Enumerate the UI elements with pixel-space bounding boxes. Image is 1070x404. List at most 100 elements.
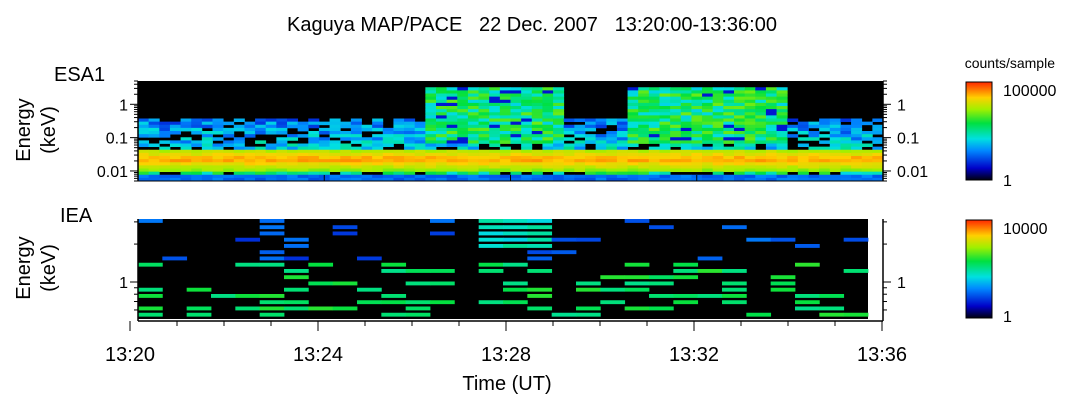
iea-heatmap-cell bbox=[162, 256, 188, 261]
esa1-heatmap-cell bbox=[606, 152, 618, 157]
esa1-heatmap-cell bbox=[574, 162, 586, 166]
esa1-heatmap-cell bbox=[851, 162, 863, 166]
esa1-heatmap-cell bbox=[499, 152, 511, 157]
x-tick-label: 13:36 bbox=[857, 344, 907, 366]
esa1-heatmap-cell bbox=[287, 134, 299, 138]
esa1-heatmap-cell bbox=[372, 124, 384, 129]
esa1-heatmap-cell bbox=[318, 137, 330, 141]
esa1-heatmap-cell bbox=[553, 149, 565, 154]
esa1-heatmap-cell bbox=[734, 177, 746, 182]
esa1-heatmap-cell bbox=[829, 162, 841, 166]
esa1-heatmap-cell bbox=[765, 143, 777, 148]
esa1-heatmap-cell bbox=[446, 90, 458, 94]
esa1-heatmap-cell bbox=[521, 152, 533, 157]
x-tick-label: 13:20 bbox=[105, 344, 155, 366]
esa1-heatmap-cell bbox=[829, 131, 841, 135]
esa1-heatmap-cell bbox=[553, 87, 565, 91]
esa1-heatmap-cell bbox=[712, 121, 724, 126]
esa1-heatmap-cell bbox=[499, 118, 511, 123]
esa1-heatmap-cell bbox=[350, 140, 362, 144]
esa1-heatmap-cell bbox=[276, 177, 288, 182]
esa1-heatmap-cell bbox=[712, 109, 724, 113]
esa1-heatmap-cell bbox=[702, 99, 714, 104]
esa1-heatmap-cell bbox=[393, 118, 405, 123]
iea-heatmap-cell bbox=[722, 225, 747, 230]
esa1-heatmap-cell bbox=[436, 121, 448, 126]
esa1-heatmap-cell bbox=[467, 121, 479, 126]
esa1-heatmap-cell bbox=[872, 177, 884, 182]
iea-heatmap-cell bbox=[503, 225, 528, 230]
esa1-heatmap-cell bbox=[734, 174, 746, 179]
esa1-heatmap-cell bbox=[670, 131, 682, 135]
esa1-heatmap-cell bbox=[744, 102, 756, 107]
esa1-heatmap-cell bbox=[521, 156, 533, 160]
esa1-heatmap-cell bbox=[276, 174, 288, 179]
esa1-heatmap-cell bbox=[531, 174, 543, 179]
esa1-heatmap-cell bbox=[659, 177, 671, 182]
esa1-heatmap-cell bbox=[138, 156, 150, 160]
esa1-heatmap-cell bbox=[691, 112, 703, 116]
esa1-heatmap-cell bbox=[457, 93, 469, 98]
esa1-heatmap-cell bbox=[350, 165, 362, 169]
esa1-heatmap-cell bbox=[340, 159, 352, 163]
esa1-heatmap-cell bbox=[457, 137, 469, 141]
esa1-heatmap-cell bbox=[489, 127, 501, 132]
esa1-heatmap-cell bbox=[585, 165, 597, 169]
esa1-heatmap-cell bbox=[467, 146, 479, 151]
iea-heatmap-cell bbox=[381, 312, 407, 317]
esa1-heatmap-cell bbox=[723, 140, 735, 144]
esa1-heatmap-cell bbox=[670, 143, 682, 148]
esa1-heatmap-cell bbox=[851, 118, 863, 123]
esa1-heatmap-cell bbox=[393, 149, 405, 154]
esa1-heatmap-cell bbox=[585, 156, 597, 160]
esa1-heatmap-cell bbox=[787, 174, 799, 179]
esa1-heatmap-cell bbox=[457, 171, 469, 176]
esa1-heatmap-cell bbox=[414, 134, 426, 138]
esa1-heatmap-cell bbox=[627, 131, 639, 135]
esa1-heatmap-cell bbox=[670, 93, 682, 98]
esa1-heatmap-cell bbox=[340, 174, 352, 179]
esa1-heatmap-cell bbox=[648, 121, 660, 126]
esa1-heatmap-cell bbox=[574, 127, 586, 132]
esa1-heatmap-cell bbox=[606, 146, 618, 151]
esa1-heatmap-cell bbox=[499, 106, 511, 110]
esa1-heatmap-cell bbox=[489, 118, 501, 123]
iea-heatmap-cell bbox=[259, 225, 285, 230]
iea-heatmap-cell bbox=[576, 237, 601, 242]
esa1-heatmap-cell bbox=[169, 168, 181, 173]
esa1-heatmap-cell bbox=[467, 152, 479, 157]
esa1-heatmap-cell bbox=[478, 137, 490, 141]
esa1-heatmap-cell bbox=[606, 174, 618, 179]
esa1-heatmap-cell bbox=[542, 131, 554, 135]
esa1-heatmap-cell bbox=[765, 165, 777, 169]
esa1-heatmap-cell bbox=[489, 134, 501, 138]
iea-heatmap-cell bbox=[819, 294, 845, 298]
esa1-heatmap-cell bbox=[436, 118, 448, 123]
esa1-heatmap-cell bbox=[744, 152, 756, 157]
esa1-heatmap-cell bbox=[712, 149, 724, 154]
esa1-heatmap-cell bbox=[425, 124, 437, 129]
esa1-heatmap-cell bbox=[744, 156, 756, 160]
esa1-heatmap-cell bbox=[510, 174, 522, 179]
iea-heatmap-cell bbox=[697, 269, 723, 273]
iea-heatmap-cell bbox=[381, 262, 407, 267]
esa1-heatmap-cell bbox=[680, 106, 692, 110]
esa1-heatmap-cell bbox=[627, 156, 639, 160]
esa1-heatmap-cell bbox=[723, 90, 735, 94]
esa1-heatmap-cell bbox=[670, 90, 682, 94]
esa1-heatmap-cell bbox=[585, 140, 597, 144]
esa1-heatmap-cell bbox=[255, 168, 267, 173]
esa1-heatmap-cell bbox=[287, 159, 299, 163]
esa1-heatmap-cell bbox=[531, 152, 543, 157]
esa1-heatmap-cell bbox=[191, 174, 203, 179]
esa1-heatmap-cell bbox=[627, 174, 639, 179]
iea-heatmap-cell bbox=[284, 306, 309, 311]
esa1-heatmap-cell bbox=[276, 121, 288, 126]
esa1-heatmap-cell bbox=[840, 162, 852, 166]
esa1-heatmap-cell bbox=[574, 174, 586, 179]
esa1-heatmap-cell bbox=[201, 177, 213, 182]
esa1-heatmap-cell bbox=[159, 156, 171, 160]
esa1-heatmap-cell bbox=[765, 140, 777, 144]
esa1-heatmap-cell bbox=[191, 124, 203, 129]
esa1-heatmap-cell bbox=[148, 177, 160, 182]
